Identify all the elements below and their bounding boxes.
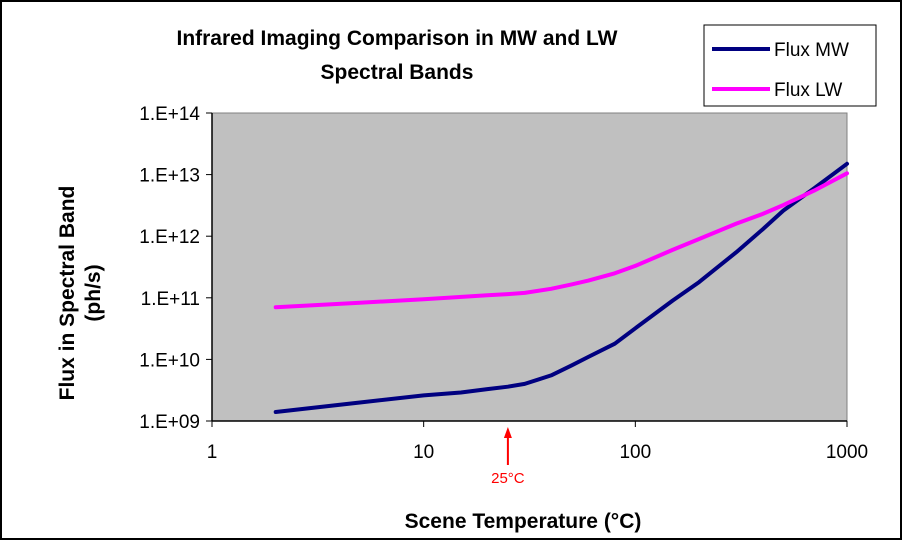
plot-area <box>211 112 848 422</box>
legend: Flux MW Flux LW <box>703 24 877 107</box>
y-tick-label: 1.E+11 <box>141 289 200 310</box>
x-tick-label: 1000 <box>826 442 868 463</box>
legend-label-flux-lw: Flux LW <box>774 80 842 101</box>
tick-labels: 1.E+09 1.E+10 1.E+11 1.E+12 1.E+13 1.E+14 1 10 1… <box>139 104 868 463</box>
y-tick-label: 1.E+09 <box>139 412 200 433</box>
axes <box>206 112 848 427</box>
series-group <box>273 161 849 414</box>
y-tick-label: 1.E+10 <box>139 350 200 371</box>
chart-title-line-1: Infrared Imaging Comparison in MW and LW <box>176 27 617 50</box>
x-tick-label: 1 <box>207 442 218 463</box>
x-tick-label: 100 <box>619 442 651 463</box>
x-axis-label: Scene Temperature (°C) <box>405 510 642 533</box>
annotation-25c: 25°C <box>491 427 525 487</box>
annotation-arrow-head <box>503 427 512 438</box>
chart-title-line-2: Spectral Bands <box>321 61 474 84</box>
y-tick-label: 1.E+12 <box>139 227 200 248</box>
series-line-flux-lw <box>273 171 849 310</box>
y-axis-label: Flux in Spectral Band (ph/s) <box>56 186 105 401</box>
y-tick-label: 1.E+14 <box>139 104 200 125</box>
y-axis-label-line-1: Flux in Spectral Band <box>56 186 79 401</box>
legend-box <box>703 24 877 107</box>
x-tick-label: 10 <box>413 442 434 463</box>
y-tick-label: 1.E+13 <box>139 166 200 187</box>
annotation-label: 25°C <box>491 470 525 487</box>
legend-label-flux-mw: Flux MW <box>774 40 849 61</box>
y-axis-label-line-2: (ph/s) <box>82 264 105 321</box>
series-line-flux-mw <box>273 161 849 414</box>
